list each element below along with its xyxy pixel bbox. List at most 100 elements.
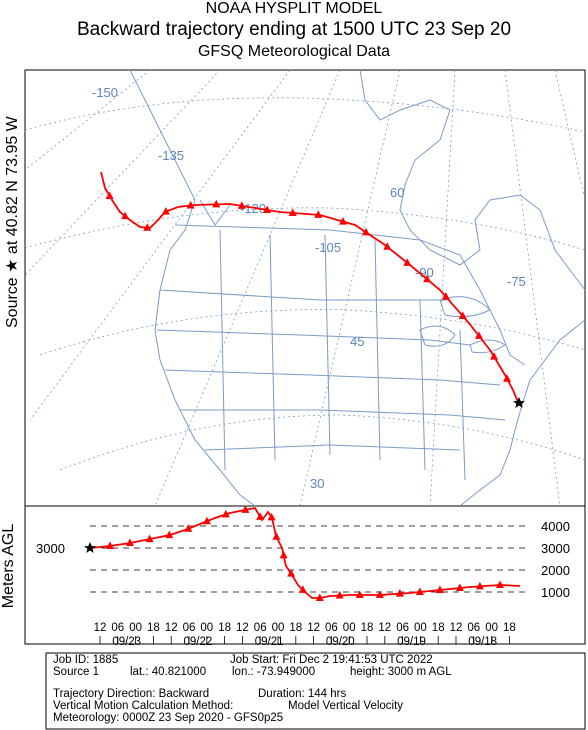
height-trajectory-marker: [287, 569, 296, 577]
hour-label: 06: [254, 622, 267, 634]
parallel-upper-line: [24, 207, 586, 251]
job-id: Job ID: 1885: [53, 654, 119, 666]
height-trajectory-marker: [125, 538, 134, 547]
grid-labels: -150 -135 -120 -105 -90 -75 60 45 30: [92, 85, 526, 491]
map-trajectory-marker: [362, 227, 371, 236]
canada-us-border: [174, 224, 526, 366]
west-coastline: [129, 69, 256, 507]
parallel-label: 45: [350, 334, 364, 349]
hour-label: 18: [218, 622, 231, 634]
parallel-60-line: [24, 97, 586, 133]
date-label: 09/18: [468, 636, 497, 648]
model-title: NOAA HYSPLIT MODEL: [205, 0, 383, 17]
job-start: Job Start: Fri Dec 2 19:41:53 UTC 2022: [230, 654, 433, 666]
time-axis-ticks: [99, 636, 510, 644]
hour-label: 12: [450, 622, 463, 634]
height-trajectory-marker: [395, 589, 404, 597]
meridian-line: [24, 69, 151, 171]
hour-label: 12: [94, 622, 107, 634]
parallel-45-line: [39, 309, 586, 356]
height-trajectory-marker: [267, 512, 276, 521]
hour-label: 12: [165, 622, 178, 634]
hour-label: 00: [272, 622, 285, 634]
vertical-motion-value: Model Vertical Velocity: [288, 700, 404, 712]
hour-label: 06: [467, 622, 480, 634]
state-line: [374, 239, 381, 461]
hour-label: 18: [147, 622, 160, 634]
height-trajectory-marker: [335, 591, 344, 599]
meridian-line: [24, 69, 221, 276]
date-label: 09/21: [255, 636, 284, 648]
meridian-label: -105: [315, 240, 341, 255]
great-lake-michigan: [419, 325, 456, 347]
meridian-line: [554, 69, 586, 201]
parallel-30-line: [59, 414, 586, 471]
height-trajectory-markers: [105, 505, 504, 601]
map-trajectory-marker: [403, 258, 412, 266]
trajectory-title: Backward trajectory ending at 1500 UTC 2…: [76, 19, 512, 40]
map-trajectory-marker: [212, 199, 221, 208]
height-trajectory-marker: [435, 585, 444, 594]
hudson-bay-coast: [359, 69, 586, 291]
map-frame: [24, 69, 586, 507]
map-trajectory-marker: [503, 374, 512, 382]
map-trajectory-marker: [121, 211, 130, 220]
map-trajectory-marker: [490, 352, 499, 360]
meridian-label: -90: [415, 265, 434, 280]
map-trajectory-marker: [105, 191, 114, 199]
meteorology-title: GFSQ Meteorological Data: [197, 43, 391, 60]
coastline-and-borders: [129, 69, 586, 507]
height-tick-label: 3000: [541, 541, 570, 556]
height-source-star-icon: [84, 542, 96, 553]
source-number: Source 1: [53, 666, 100, 678]
source-lon: lon.: -73.949000: [232, 666, 316, 678]
height-trajectory-marker: [495, 580, 504, 589]
height-trajectory-line: [89, 506, 521, 599]
map-trajectory-marker: [314, 210, 323, 218]
hour-label: 00: [129, 622, 142, 634]
height-trajectory-marker: [105, 541, 114, 550]
hour-label: 00: [414, 622, 427, 634]
trajectory-duration: Duration: 144 hrs: [258, 688, 347, 700]
meridian-label: -150: [92, 85, 118, 100]
map-trajectory-marker: [143, 223, 152, 231]
hour-label: 00: [200, 622, 213, 634]
height-trajectory-marker: [279, 550, 288, 559]
state-line: [156, 329, 471, 346]
date-label: 09/22: [184, 636, 213, 648]
map-trajectory-marker: [161, 207, 170, 215]
meridian-line: [299, 69, 401, 507]
hour-label: 18: [361, 622, 374, 634]
height-trajectory-marker: [221, 509, 230, 518]
map-trajectory-marker: [339, 217, 348, 225]
height-trajectory-marker: [355, 590, 364, 598]
start-height-label: 3000: [36, 541, 65, 556]
date-labels: 09/23 09/22 09/21 09/20 09/19 09/18: [112, 636, 497, 648]
height-trajectory-marker: [475, 581, 484, 590]
height-trajectory-marker: [298, 585, 307, 593]
height-trajectory-marker: [455, 583, 464, 592]
map-trajectory-marker: [263, 205, 272, 213]
hour-label: 18: [503, 622, 516, 634]
source-lat: lat.: 40.821000: [130, 666, 207, 678]
height-tick-label: 2000: [541, 563, 570, 578]
map-trajectory-marker: [458, 311, 467, 319]
vancouver-island: [199, 199, 231, 226]
lat-lon-grid: [24, 69, 586, 507]
map-trajectory-marker: [237, 201, 246, 209]
height-trajectory-marker: [256, 512, 265, 520]
height-guide-lines: [90, 525, 530, 593]
hour-label: 12: [236, 622, 249, 634]
source-height: height: 3000 m AGL: [350, 666, 452, 678]
height-tick-labels: 4000 3000 2000 1000 3000: [36, 519, 570, 600]
meridian-line: [154, 69, 341, 507]
height-panel-frame: [24, 505, 586, 645]
map-trajectory-marker: [474, 331, 483, 339]
meridian-line: [504, 69, 561, 507]
hour-label: 18: [432, 622, 445, 634]
hour-label: 00: [485, 622, 498, 634]
hour-label: 18: [289, 622, 302, 634]
height-tick-label: 1000: [541, 585, 570, 600]
height-trajectory-marker: [202, 516, 211, 525]
